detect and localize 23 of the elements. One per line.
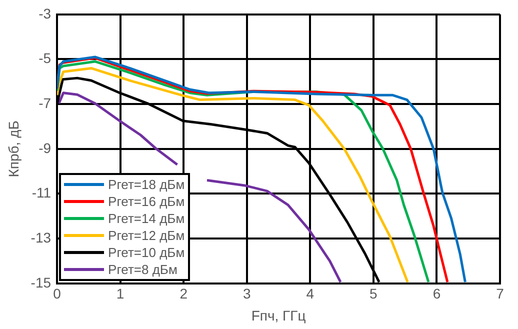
legend-label: Ргет=12 дБм <box>108 227 185 244</box>
x-axis-title: Fпч, ГГц <box>251 307 306 324</box>
y-tick-label: -15 <box>30 274 52 290</box>
x-tick-label: 3 <box>242 286 251 302</box>
y-tick-label: -5 <box>38 50 52 66</box>
legend-label: Ргет=18 дБм <box>108 176 185 194</box>
legend-label: Ргет=8 дБм <box>108 261 178 278</box>
x-tick-label: 1 <box>116 286 124 302</box>
legend-label: Ргет=16 дБм <box>108 193 185 210</box>
legend-label: Ргет=14 дБм <box>108 210 185 228</box>
y-tick-label: -7 <box>38 94 52 111</box>
legend-label: Ргет=10 дБм <box>108 244 185 262</box>
y-tick-label: -9 <box>38 140 52 156</box>
x-tick-label: 0 <box>53 286 62 302</box>
x-tick-label: 5 <box>370 286 378 302</box>
x-tick-label: 7 <box>496 286 504 302</box>
y-tick-label: -13 <box>30 229 52 246</box>
x-tick-label: 2 <box>180 286 188 302</box>
y-tick-label: -3 <box>38 5 52 22</box>
x-tick-label: 6 <box>432 286 441 302</box>
x-tick-label: 4 <box>306 286 314 302</box>
y-tick-label: -11 <box>32 184 52 201</box>
y-axis-title: Кпрб, дБ <box>5 120 22 178</box>
